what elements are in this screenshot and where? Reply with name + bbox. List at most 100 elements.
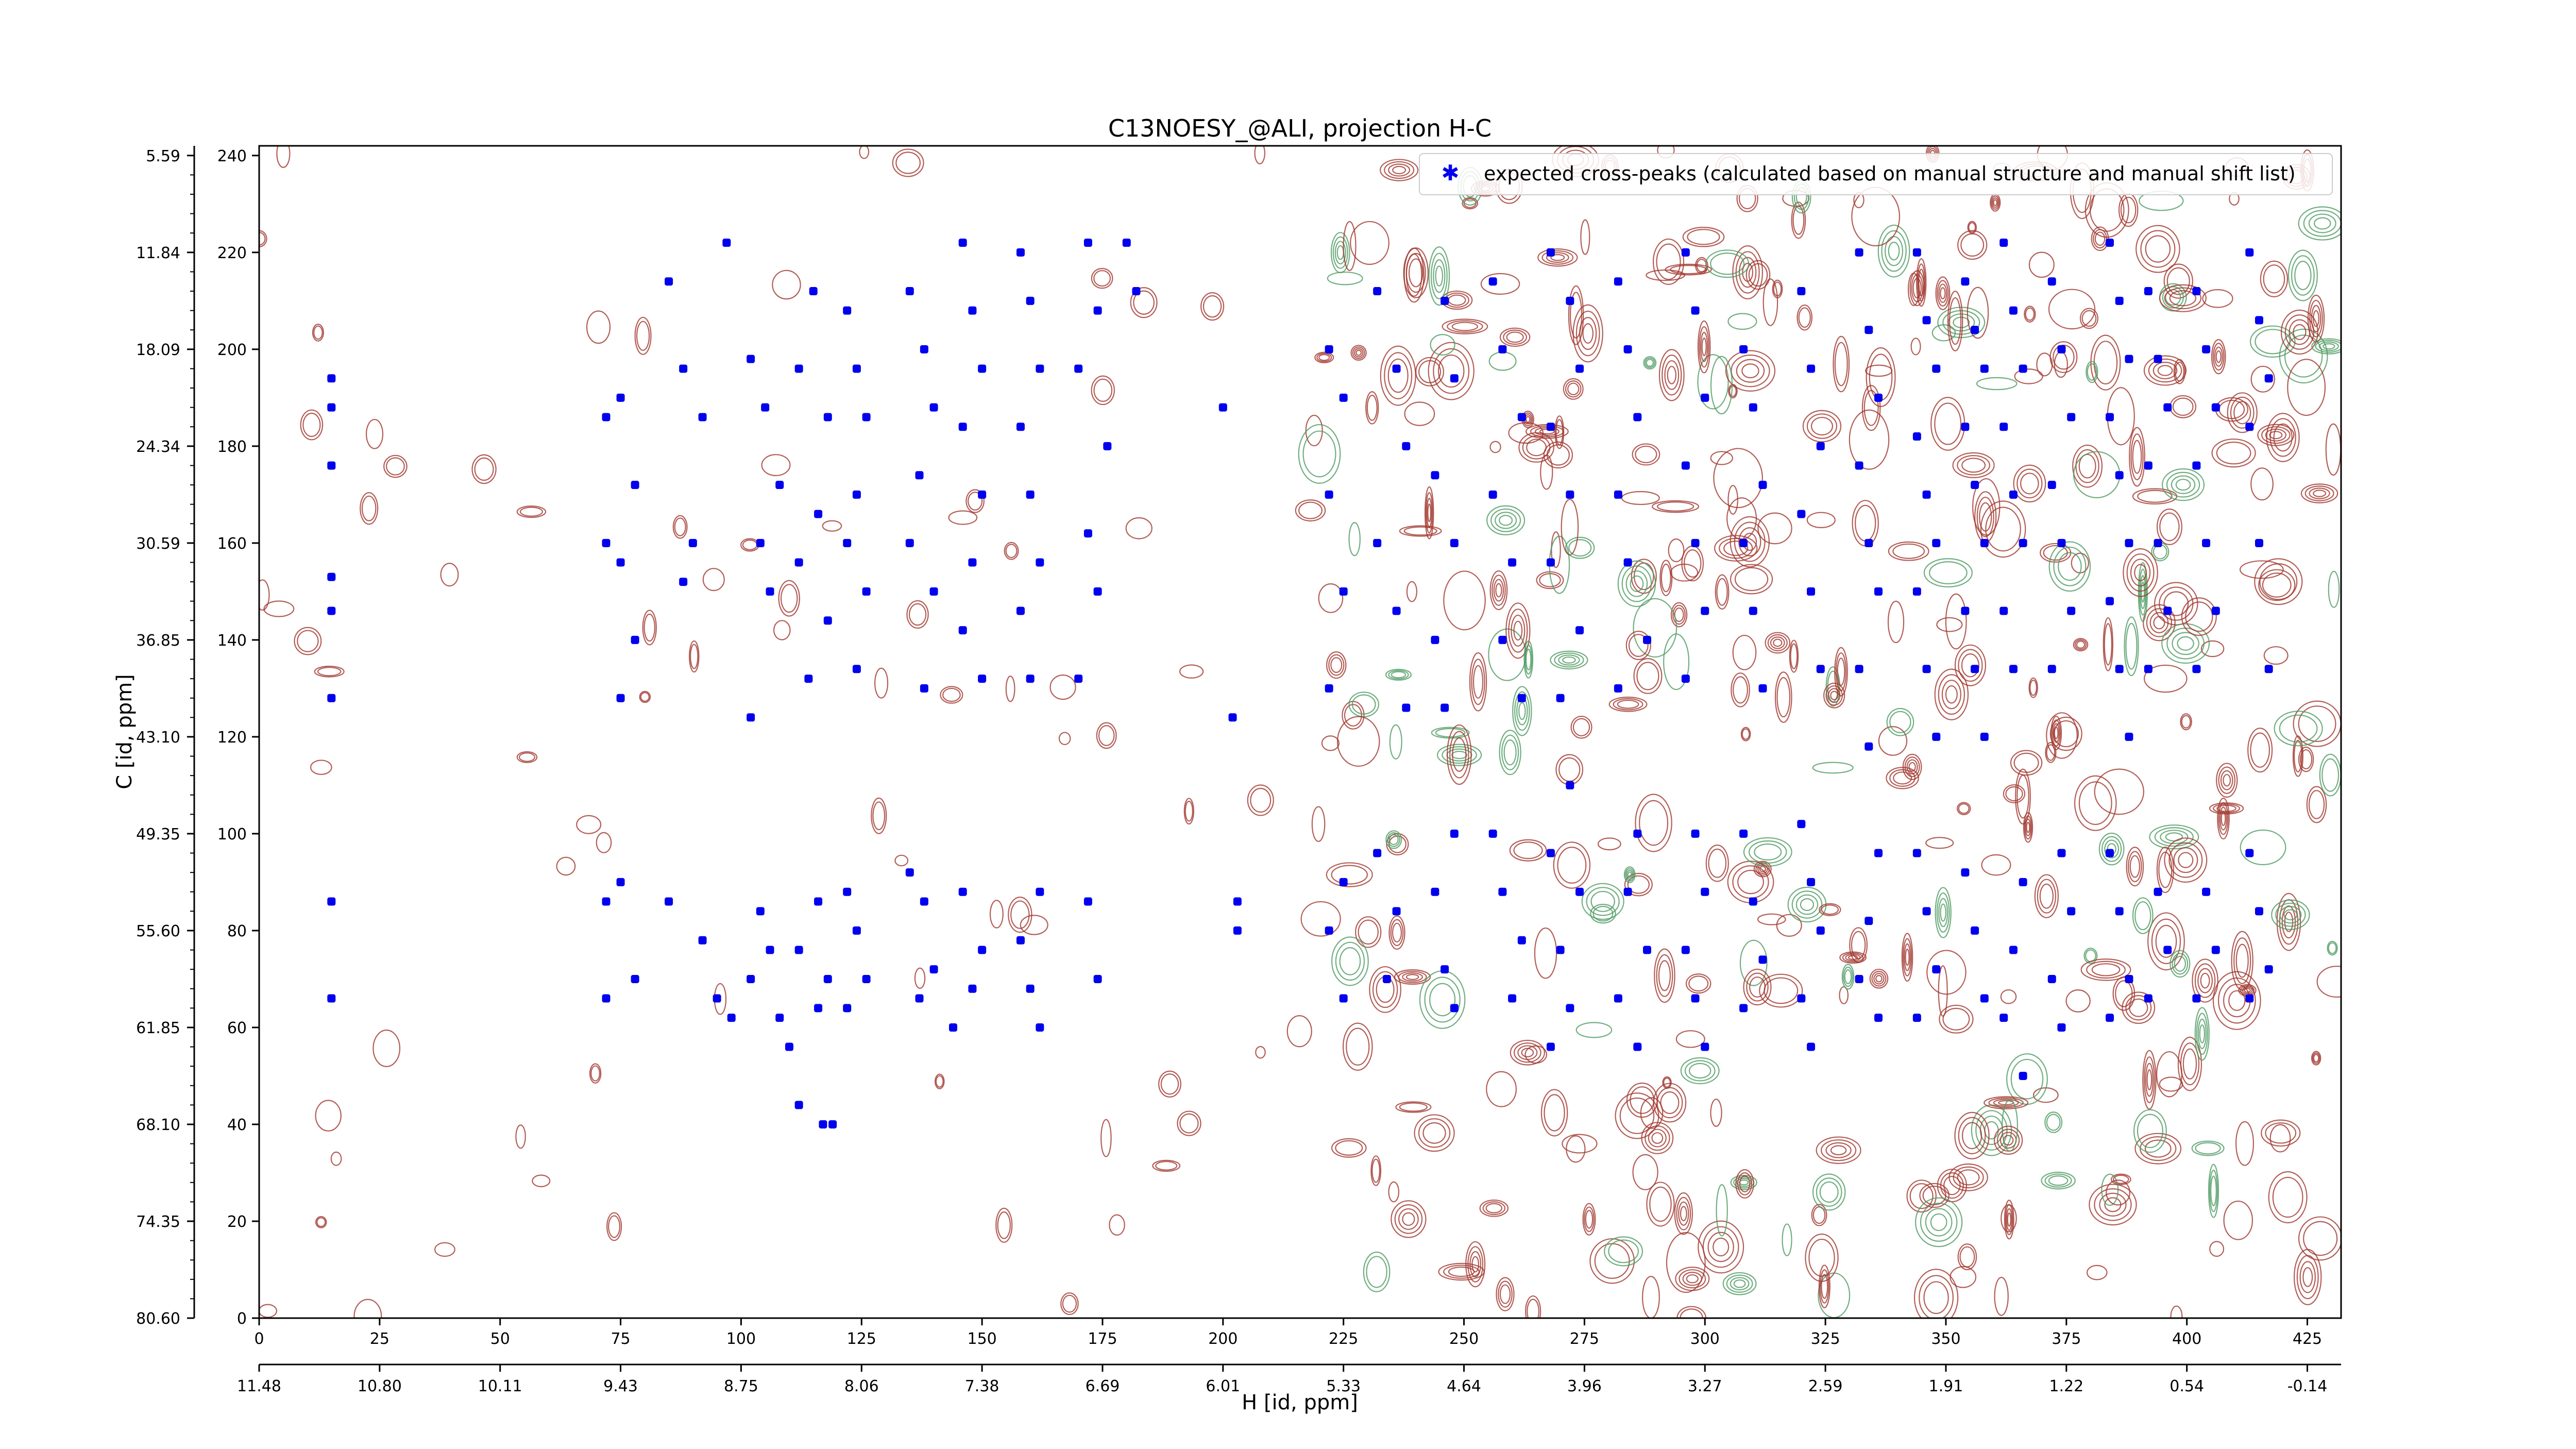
contour-ring [2313,1054,2319,1063]
x-tick-label: 25 [370,1330,389,1348]
cross-peak-point [1498,887,1507,896]
contour-ring [1572,718,1590,736]
contour-ring [2298,746,2314,772]
cross-peak-point [2125,974,2133,983]
cross-peak-point [1392,606,1401,615]
contour-ring [1731,672,1750,707]
contour-ring [1904,943,1911,971]
cross-peak-point [1026,296,1035,305]
cross-peak-point [1912,432,1921,441]
contour-ring [1388,670,1409,680]
contour-ring [1525,416,1531,423]
contour-ring [1774,671,1792,723]
contour-ring [1392,922,1402,942]
contour-ring [1350,221,1389,265]
cross-peak-point [327,606,336,615]
contour-ring [360,492,379,525]
cross-peak-point [1691,994,1700,1003]
cross-peak-point [2019,538,2027,547]
cross-peak-point [1016,248,1025,257]
contour-ring [1764,977,1799,1004]
contour-ring [1408,258,1423,288]
cross-peak-point [794,1101,803,1109]
contour-ring [1318,583,1344,613]
contour-ring [1387,358,1409,393]
contour-ring [1316,352,1332,362]
contour-ring [1565,380,1582,398]
x-ppm-tick-label: 5.33 [1326,1377,1361,1395]
contour-ring [365,418,384,449]
contour-ring [1920,1202,1958,1242]
contour-ring [2294,261,2312,291]
cross-peak-point [1546,423,1555,431]
contour-ring [2263,646,2289,665]
contour-ring [1480,273,1520,295]
contour-ring [1575,310,1600,357]
contour-ring [2247,728,2273,773]
cross-peak-point [1758,955,1767,964]
contour-ring [1540,1089,1568,1137]
contour-ring [1499,1284,1511,1304]
contour-ring [1630,1086,1655,1114]
contour-ring [1568,539,1592,557]
legend-box [1419,153,2333,195]
contour-ring [2211,439,2256,468]
contour-ring [2081,310,2097,327]
contour-ring [1795,894,1819,915]
cross-peak-point [766,587,774,596]
contour-ring [1590,890,1615,912]
contour-ring [2076,641,2086,649]
contour-ring [1678,1201,1689,1226]
contour-ring [1668,538,1685,563]
contour-ring [1735,1169,1754,1199]
contour-ring [1938,674,1965,715]
contour-ring [1005,676,1015,702]
contour-ring [1716,578,1728,606]
contour-ring [2164,287,2202,310]
contour-ring [1342,701,1365,730]
contour-ring [2146,1069,2153,1090]
contour-ring [1667,365,1676,384]
contour-ring [2024,306,2036,323]
cross-peak-point [1036,558,1044,567]
cross-peak-point [1450,374,1459,383]
contour-ring [2211,339,2226,375]
contour-ring [1699,326,1709,368]
cross-peak-point [1036,887,1044,896]
contour-ring [2212,971,2261,1030]
contour-ring [2016,774,2029,819]
contour-ring [1496,1277,1515,1311]
cross-peak-point [688,538,697,547]
contour-ring [1688,1063,1711,1079]
contour-ring [1335,1140,1363,1156]
contour-ring [2130,433,2144,480]
contour-ring [1582,1203,1596,1236]
contour-ring [1295,499,1326,521]
x-tick-label: 50 [490,1330,510,1348]
contour-ring [1388,834,1399,846]
contour-ring [1385,668,1412,681]
contour-ring [2090,334,2121,391]
contour-ring [1435,728,1466,738]
contour-ring [383,454,408,478]
contour-ring [2284,314,2315,350]
contour-ring [1422,1122,1446,1144]
cross-peak-point [1912,587,1921,596]
contour-ring [2120,196,2137,224]
contour-ring [1580,219,1590,255]
contour-ring [294,627,322,655]
contour-ring [2054,351,2068,378]
cross-peak-point [1392,364,1401,373]
contour-ring [989,900,1004,929]
contour-ring [1049,675,1076,700]
contour-ring [1834,647,1848,697]
contour-ring [1125,517,1153,540]
cross-peak-point [1855,461,1863,470]
contour-ring [1604,1236,1643,1267]
cross-peak-point [1816,442,1825,450]
contour-ring [1871,970,1887,987]
contour-ring [2006,1208,2012,1231]
cross-peak-point [2245,248,2254,257]
contour-ring [2126,553,2155,592]
contour-ring [1702,1226,1739,1268]
